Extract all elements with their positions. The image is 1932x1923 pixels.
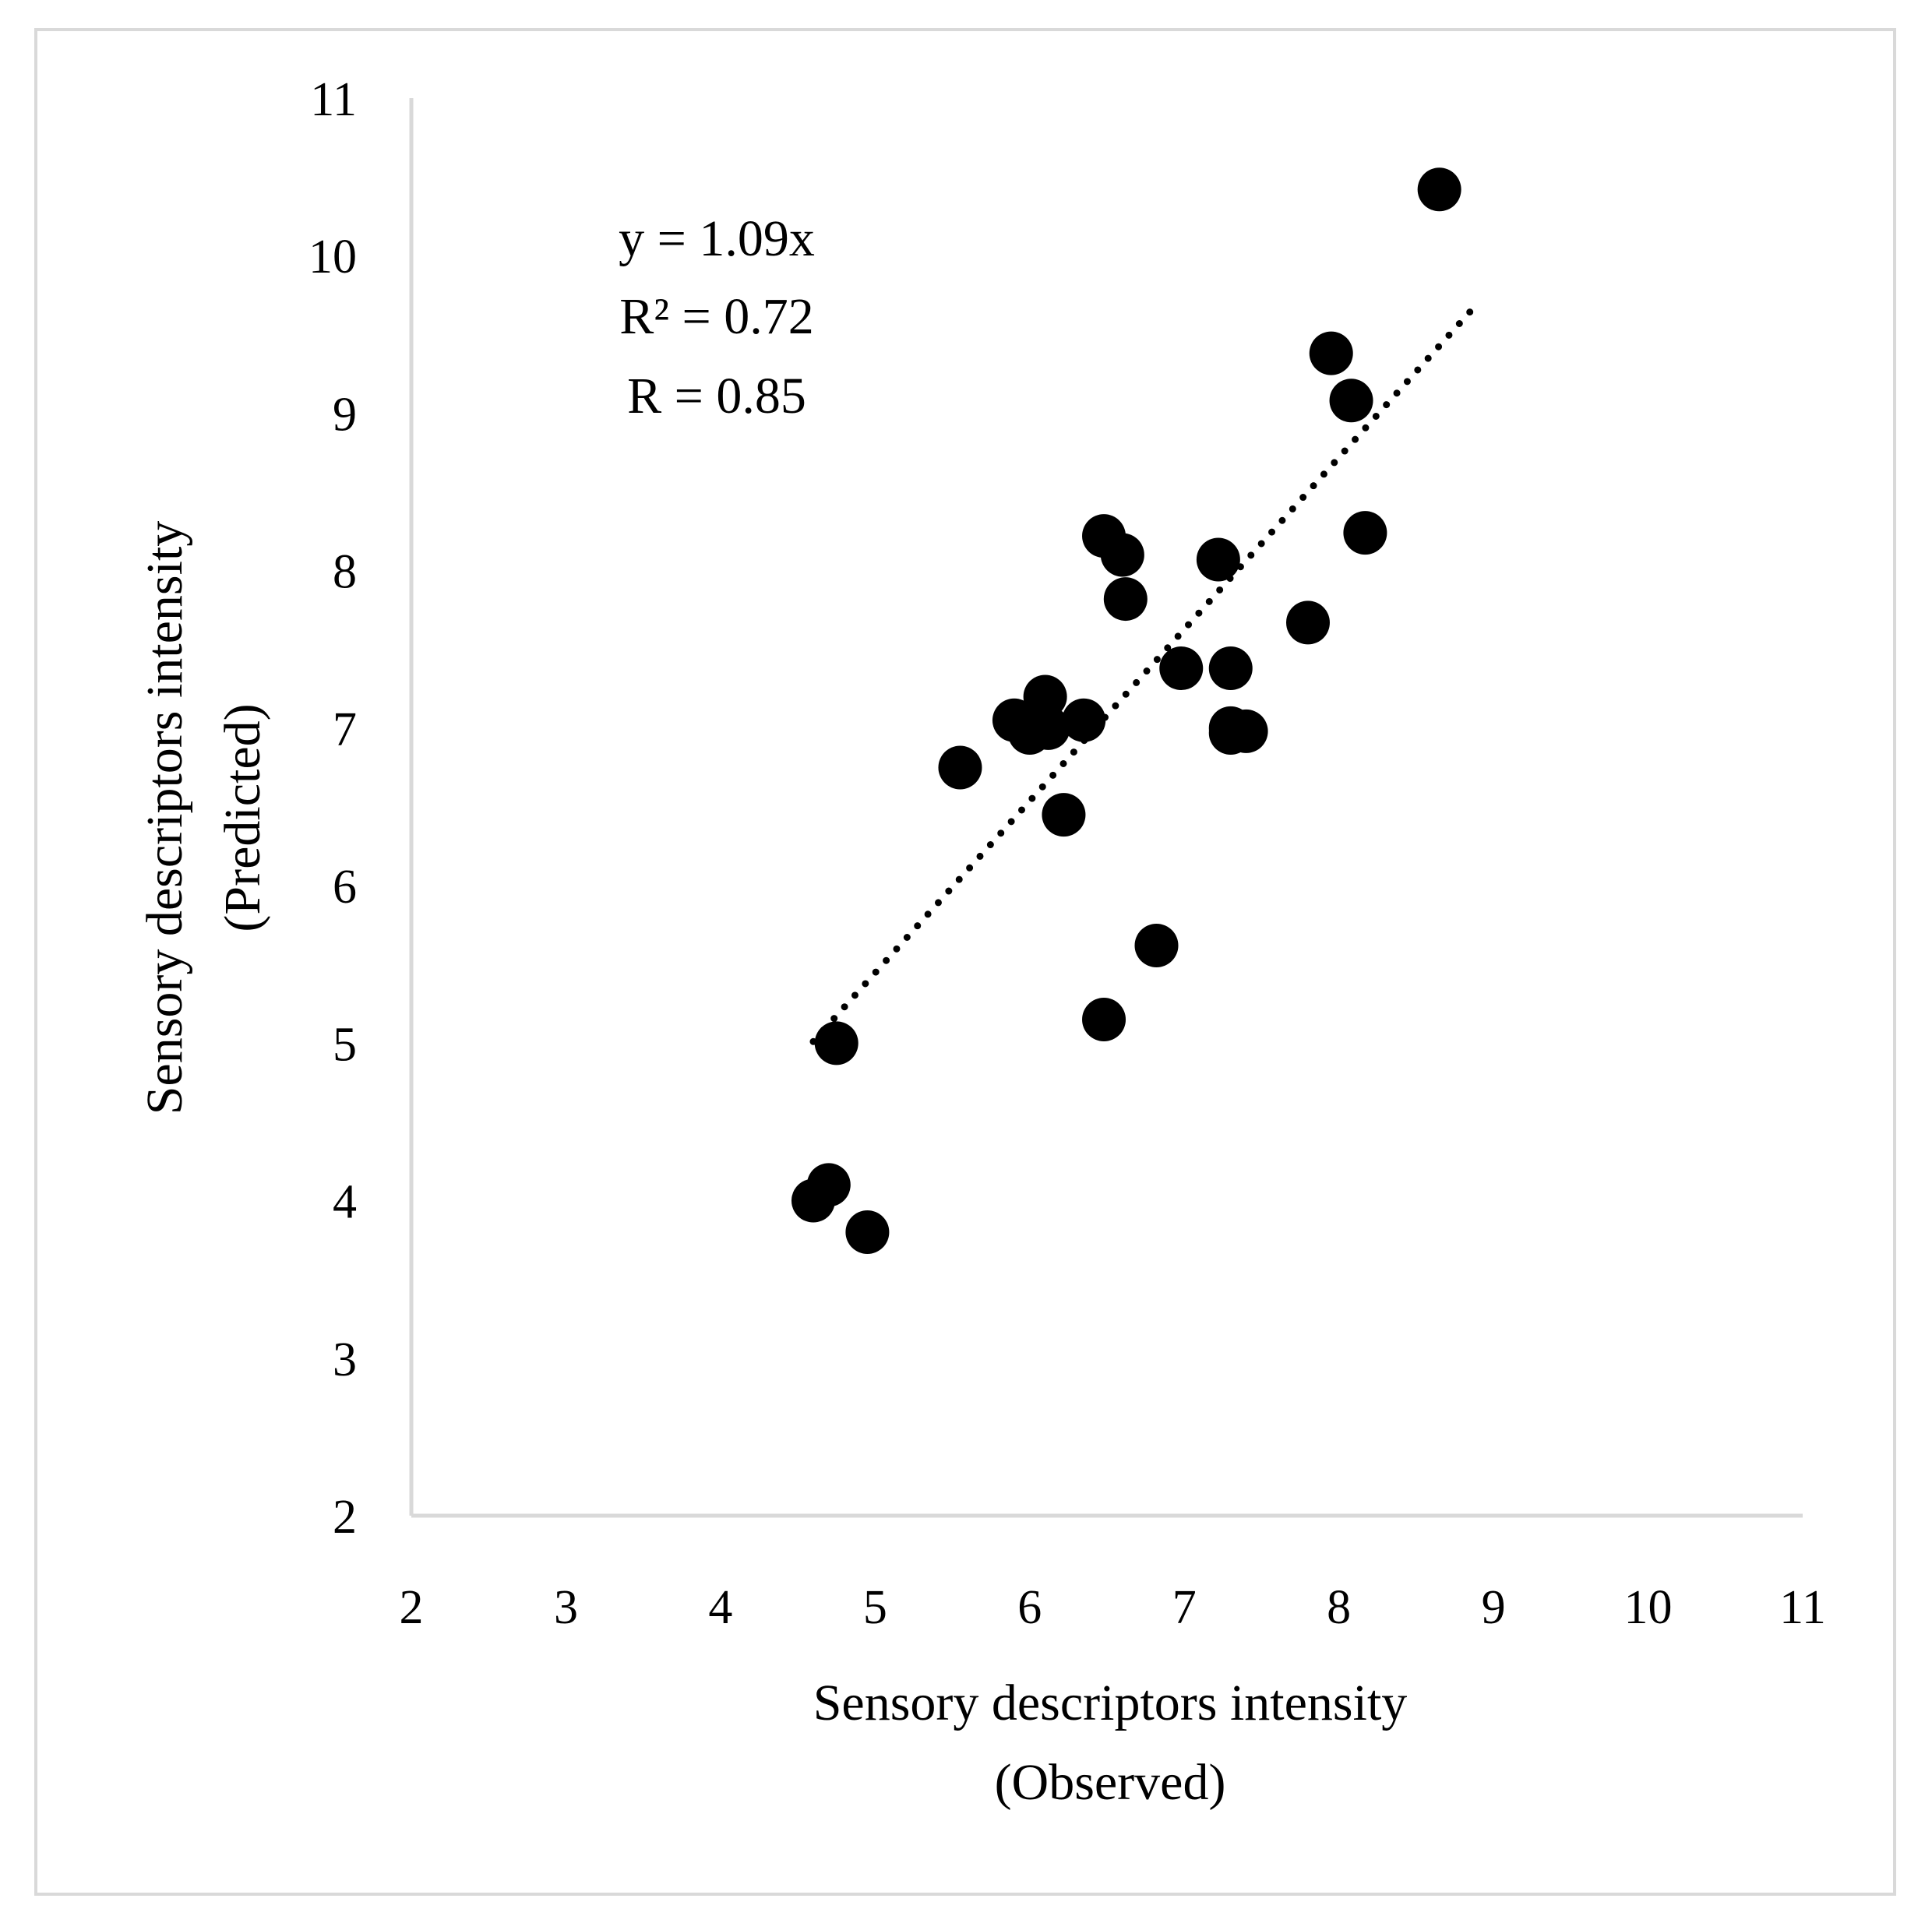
- data-point: [1196, 537, 1240, 582]
- trendline-group: [809, 299, 1482, 1045]
- data-point: [1224, 709, 1268, 753]
- data-points: [791, 167, 1461, 1254]
- data-point: [1285, 600, 1330, 645]
- trendline: [809, 299, 1482, 1045]
- data-point: [1417, 167, 1461, 212]
- data-point: [1023, 674, 1067, 719]
- y-tick-label: 10: [308, 231, 357, 284]
- x-tick-label: 4: [708, 1581, 732, 1634]
- x-tick-label: 5: [863, 1581, 887, 1634]
- y-tick-label: 7: [333, 703, 357, 756]
- y-tick-label: 11: [310, 73, 357, 126]
- y-tick-label: 6: [333, 861, 357, 914]
- data-point: [1062, 698, 1106, 742]
- tick-labels: 2 3 4 5 6 7 8 9 10 11 2 3 4 5 6 7 8 9 10 11: [308, 73, 1826, 1634]
- data-point: [1159, 646, 1204, 691]
- data-point: [814, 1021, 858, 1065]
- y-tick-label: 5: [333, 1018, 357, 1071]
- x-tick-label: 10: [1624, 1581, 1673, 1634]
- r-value-label: R = 0.85: [627, 368, 806, 424]
- data-point: [1103, 577, 1148, 622]
- x-tick-label: 11: [1779, 1581, 1826, 1634]
- data-point: [1208, 646, 1253, 691]
- y-tick-label: 9: [333, 388, 357, 441]
- x-tick-label: 3: [554, 1581, 578, 1634]
- x-tick-label: 9: [1482, 1581, 1506, 1634]
- y-axis-title-line-1: Sensory descriptors intensity: [136, 521, 193, 1115]
- data-point: [806, 1163, 851, 1207]
- y-tick-label: 8: [333, 546, 357, 599]
- data-point: [1343, 511, 1387, 555]
- y-axis-title-line-2: (Predicted): [214, 703, 271, 932]
- data-point: [1082, 998, 1126, 1041]
- data-point: [1026, 706, 1070, 750]
- y-tick-label: 3: [333, 1333, 357, 1386]
- data-point: [1309, 331, 1353, 375]
- data-point: [1100, 533, 1144, 577]
- x-axis-title-line-1: Sensory descriptors intensity: [813, 1675, 1408, 1731]
- y-tick-label: 2: [333, 1491, 357, 1544]
- x-tick-label: 7: [1172, 1581, 1197, 1634]
- y-tick-label: 4: [333, 1176, 357, 1229]
- data-point: [1042, 793, 1086, 837]
- equation-label: y = 1.09x: [619, 210, 815, 267]
- x-axis-title-line-2: (Observed): [995, 1754, 1226, 1811]
- x-tick-label: 6: [1017, 1581, 1042, 1634]
- data-point: [845, 1210, 890, 1254]
- chart-frame: [34, 28, 1896, 1896]
- axes: [409, 98, 1803, 1518]
- data-point: [1134, 923, 1179, 967]
- data-point: [1329, 379, 1373, 423]
- r-squared-label: R² = 0.72: [619, 288, 814, 345]
- data-point: [938, 745, 982, 790]
- x-tick-label: 2: [400, 1581, 424, 1634]
- x-tick-label: 8: [1327, 1581, 1351, 1634]
